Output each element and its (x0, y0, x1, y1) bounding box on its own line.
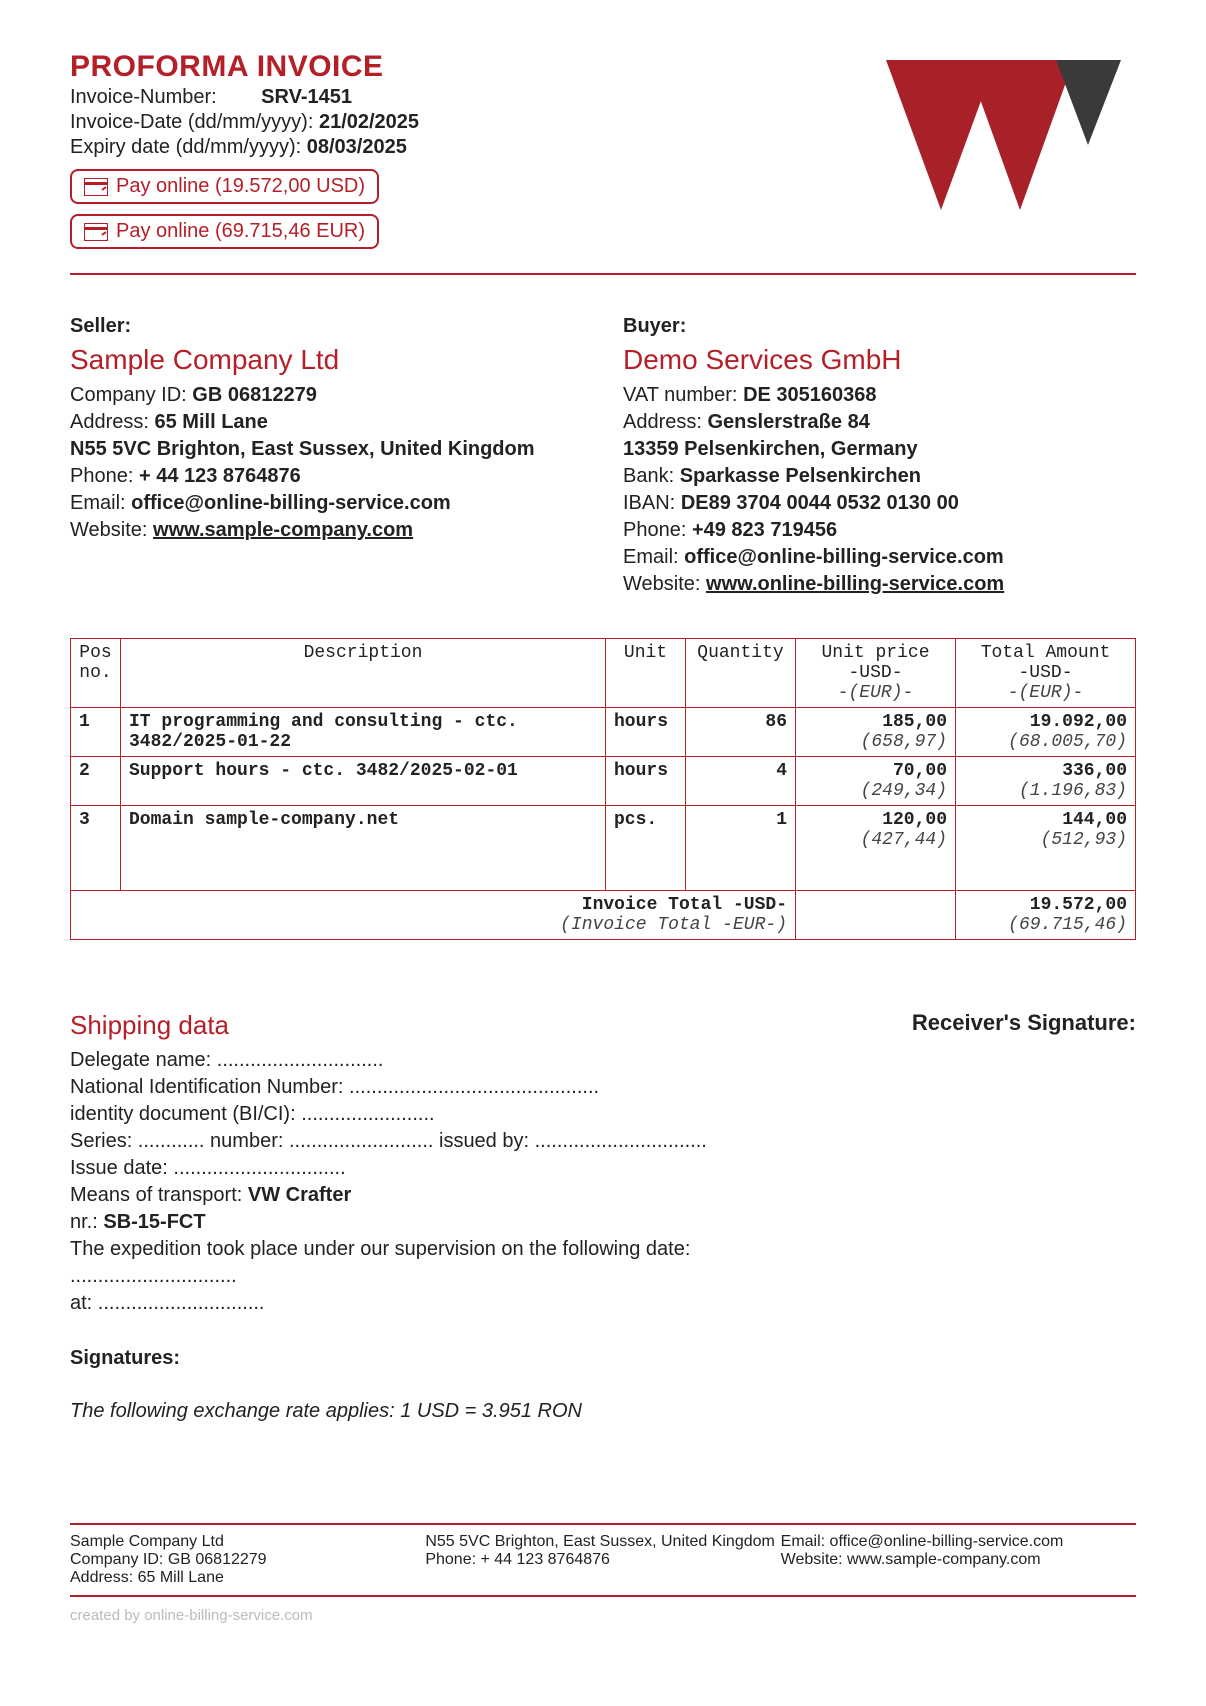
expiry-date: 08/03/2025 (307, 136, 407, 158)
invoice-total-label: Invoice Total -USD- (Invoice Total -EUR-… (71, 891, 796, 940)
created-by: created by online-billing-service.com (70, 1607, 1136, 1624)
invoice-number-line: Invoice-Number: SRV-1451 (70, 86, 856, 109)
seller-address2: N55 5VC Brighton, East Sussex, United Ki… (70, 438, 535, 460)
seller-email-label: Email: (70, 492, 126, 514)
seller-company-id: GB 06812279 (192, 384, 317, 406)
company-logo (856, 50, 1136, 230)
invoice-total-amount: 19.572,00 (69.715,46) (956, 891, 1136, 940)
buyer-iban: DE89 3704 0044 0532 0130 00 (681, 492, 959, 514)
th-total: Total Amount -USD- -(EUR)- (956, 639, 1136, 708)
invoice-date-line: Invoice-Date (dd/mm/yyyy): 21/02/2025 (70, 111, 856, 134)
items-table: Pos no. Description Unit Quantity Unit p… (70, 638, 1136, 940)
buyer-address2: 13359 Pelsenkirchen, Germany (623, 438, 918, 460)
buyer-address-label: Address: (623, 411, 702, 433)
receiver-signature-label: Receiver's Signature: (912, 1010, 1136, 1036)
buyer-iban-label: IBAN: (623, 492, 675, 514)
th-unit: Unit (606, 639, 686, 708)
seller-block: Seller: Sample Company Ltd Company ID: G… (70, 315, 583, 598)
buyer-bank: Sparkasse Pelsenkirchen (680, 465, 921, 487)
buyer-vat-label: VAT number: (623, 384, 738, 406)
footer-divider-bottom (70, 1595, 1136, 1597)
buyer-website-label: Website: (623, 573, 700, 595)
th-price: Unit price -USD- -(EUR)- (796, 639, 956, 708)
shipping-issue-date: Issue date: ............................… (70, 1155, 912, 1182)
card-icon (84, 178, 108, 196)
invoice-title: PROFORMA INVOICE (70, 50, 856, 84)
th-pos: Pos no. (71, 639, 121, 708)
seller-address1: 65 Mill Lane (155, 411, 268, 433)
invoice-date-label: Invoice-Date (dd/mm/yyyy): (70, 111, 313, 133)
seller-company-id-label: Company ID: (70, 384, 187, 406)
buyer-name: Demo Services GmbH (623, 344, 1136, 376)
footer-company: Sample Company Ltd (70, 1533, 425, 1551)
footer-address2: N55 5VC Brighton, East Sussex, United Ki… (425, 1533, 780, 1551)
shipping-dots: .............................. (70, 1263, 912, 1290)
seller-name: Sample Company Ltd (70, 344, 583, 376)
seller-address-label: Address: (70, 411, 149, 433)
shipping-identity: identity document (BI/CI): .............… (70, 1101, 912, 1128)
buyer-email-label: Email: (623, 546, 679, 568)
seller-label: Seller: (70, 315, 583, 338)
invoice-date: 21/02/2025 (319, 111, 419, 133)
footer-address: Address: 65 Mill Lane (70, 1569, 425, 1587)
footer-email: Email: office@online-billing-service.com (781, 1533, 1136, 1551)
footer-website: Website: www.sample-company.com (781, 1551, 1136, 1569)
pay-online-usd-button[interactable]: Pay online (19.572,00 USD) (70, 169, 379, 204)
exchange-rate: The following exchange rate applies: 1 U… (70, 1400, 912, 1423)
th-qty: Quantity (686, 639, 796, 708)
card-icon (84, 223, 108, 241)
seller-website[interactable]: www.sample-company.com (153, 519, 413, 541)
seller-phone-label: Phone: (70, 465, 133, 487)
buyer-phone: +49 823 719456 (692, 519, 837, 541)
signatures-label: Signatures: (70, 1347, 912, 1370)
pay-online-eur-button[interactable]: Pay online (69.715,46 EUR) (70, 214, 379, 249)
shipping-delegate: Delegate name: .........................… (70, 1047, 912, 1074)
shipping-title: Shipping data (70, 1010, 912, 1041)
shipping-at: at: .............................. (70, 1290, 912, 1317)
pay-usd-label: Pay online (19.572,00 USD) (116, 175, 365, 198)
seller-email: office@online-billing-service.com (131, 492, 451, 514)
footer: Sample Company Ltd Company ID: GB 068122… (70, 1533, 1136, 1587)
buyer-email: office@online-billing-service.com (684, 546, 1004, 568)
invoice-number: SRV-1451 (261, 86, 352, 108)
invoice-total-blank (796, 891, 956, 940)
seller-phone: + 44 123 8764876 (139, 465, 301, 487)
table-row: 1IT programming and consulting - ctc. 34… (71, 708, 1136, 757)
shipping-expedition: The expedition took place under our supe… (70, 1236, 912, 1263)
divider (70, 273, 1136, 275)
buyer-bank-label: Bank: (623, 465, 674, 487)
expiry-date-line: Expiry date (dd/mm/yyyy): 08/03/2025 (70, 136, 856, 159)
buyer-vat: DE 305160368 (743, 384, 876, 406)
table-row: 3Domain sample-company.netpcs.1120,00(42… (71, 806, 1136, 891)
footer-company-id: Company ID: GB 06812279 (70, 1551, 425, 1569)
expiry-date-label: Expiry date (dd/mm/yyyy): (70, 136, 301, 158)
footer-phone: Phone: + 44 123 8764876 (425, 1551, 780, 1569)
buyer-address1: Genslerstraße 84 (708, 411, 870, 433)
invoice-number-label: Invoice-Number: (70, 86, 217, 108)
shipping-series: Series: ............ number: ...........… (70, 1128, 912, 1155)
buyer-website[interactable]: www.online-billing-service.com (706, 573, 1004, 595)
buyer-phone-label: Phone: (623, 519, 686, 541)
th-desc: Description (121, 639, 606, 708)
shipping-transport: Means of transport: VW Crafter (70, 1182, 912, 1209)
seller-website-label: Website: (70, 519, 147, 541)
table-row: 2Support hours - ctc. 3482/2025-02-01hou… (71, 757, 1136, 806)
buyer-label: Buyer: (623, 315, 1136, 338)
footer-divider-top (70, 1523, 1136, 1525)
shipping-nr: nr.: SB-15-FCT (70, 1209, 912, 1236)
pay-eur-label: Pay online (69.715,46 EUR) (116, 220, 365, 243)
shipping-nin: National Identification Number: ........… (70, 1074, 912, 1101)
buyer-block: Buyer: Demo Services GmbH VAT number: DE… (623, 315, 1136, 598)
